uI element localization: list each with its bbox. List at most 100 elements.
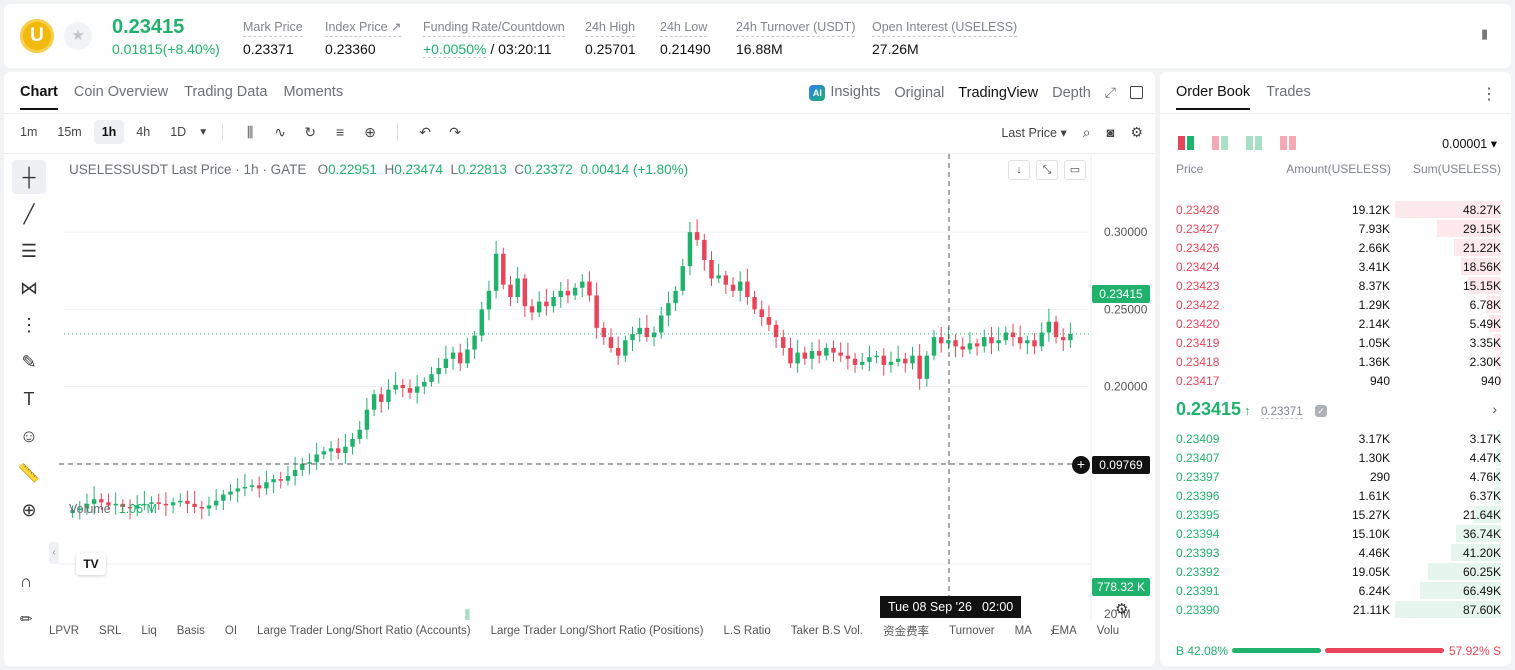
candle[interactable] [235,488,240,492]
candle[interactable] [881,355,886,365]
templates-icon[interactable]: ≡ [336,124,345,140]
volume-bar[interactable] [465,609,470,620]
book-icon[interactable]: ▮ [1481,26,1489,41]
candle[interactable] [946,340,951,344]
candle[interactable] [450,352,456,359]
candle[interactable] [694,232,700,240]
candle[interactable] [816,351,822,356]
candle[interactable] [666,303,671,316]
ask-row[interactable]: 0.23423 8.37K 15.15K [1160,276,1511,295]
candle[interactable] [860,361,865,365]
candle[interactable] [508,284,513,297]
candle[interactable] [163,503,169,506]
bid-row[interactable]: 0.23391 6.24K 66.49K [1160,581,1511,600]
candle[interactable] [730,284,736,291]
candle[interactable] [77,508,82,511]
indicator-item[interactable]: Large Trader Long/Short Ratio (Accounts) [257,625,471,637]
candle[interactable] [845,355,851,359]
candle[interactable] [386,389,391,402]
candle[interactable] [522,278,528,307]
candle[interactable] [1068,334,1073,341]
collapse-toolbar-icon[interactable]: ‹ [49,542,59,564]
bids-only-icon[interactable] [1246,136,1262,150]
candle[interactable] [242,486,248,489]
tab-moments[interactable]: Moments [283,84,344,100]
tab-order-book[interactable]: Order Book [1176,84,1251,110]
candle[interactable] [895,358,901,362]
redo-icon[interactable]: ↷ [449,123,461,140]
timeframe-dropdown-icon[interactable]: ▼ [198,126,209,138]
candle[interactable] [953,340,958,347]
candle[interactable] [587,281,592,296]
ask-row[interactable]: 0.23426 2.66K 21.22K [1160,238,1511,257]
ruler-icon[interactable]: 📏 [17,462,41,483]
candle[interactable] [371,394,377,410]
candle[interactable] [903,358,908,364]
indicators-icon[interactable]: ∿ [274,123,286,140]
candle[interactable] [328,448,334,452]
candle[interactable] [824,347,829,356]
ask-row[interactable]: 0.23419 1.05K 3.35K [1160,333,1511,352]
candle[interactable] [185,500,190,504]
candle[interactable] [608,337,614,348]
emoji-icon[interactable]: ☺ [19,425,39,446]
candle[interactable] [501,253,506,285]
ask-row[interactable]: 0.23424 3.41K 18.56K [1160,257,1511,276]
candle[interactable] [572,287,578,296]
camera-icon[interactable]: ◙ [1106,125,1115,140]
candle[interactable] [989,337,994,344]
candle[interactable] [472,335,477,350]
candle[interactable] [206,505,212,509]
tab-trades[interactable]: Trades [1266,84,1311,100]
price-type-select[interactable]: Last Price ▾ [1001,126,1067,140]
candle[interactable] [723,275,729,285]
candle[interactable] [745,281,750,297]
candle[interactable] [199,506,205,509]
candle[interactable] [716,275,721,279]
candle[interactable] [407,388,413,393]
candle[interactable] [314,454,319,463]
ask-row[interactable]: 0.23422 1.29K 6.78K [1160,295,1511,314]
candle[interactable] [795,352,800,364]
tab-trading-data[interactable]: Trading Data [184,84,268,100]
indicator-item[interactable]: OI [224,625,238,637]
candle[interactable] [465,349,470,364]
candle[interactable] [623,340,628,356]
candle[interactable] [967,343,973,350]
candle[interactable] [766,317,772,325]
candle[interactable] [1061,337,1066,341]
bid-row[interactable]: 0.23407 1.30K 4.47K [1160,448,1511,467]
candle[interactable] [264,482,269,489]
bid-row[interactable]: 0.23392 19.05K 60.25K [1160,562,1511,581]
timeframe-4h[interactable]: 4h [136,125,151,139]
candle[interactable] [831,347,836,353]
indicator-item[interactable]: 资金费率 [882,626,929,638]
candle[interactable] [687,232,693,267]
more-menu-icon[interactable]: ⋮ [1481,86,1497,103]
candle[interactable] [788,347,793,364]
candle[interactable] [221,494,226,501]
insights-button[interactable]: AI Insights [809,84,880,101]
candle[interactable] [615,347,621,356]
scroll-down-icon[interactable]: ↓ [1008,160,1030,180]
candle[interactable] [651,332,657,338]
candle[interactable] [709,259,714,279]
indicator-item[interactable]: Taker B.S Vol. [790,625,863,637]
undo-icon[interactable]: ↶ [419,123,431,140]
candle[interactable] [1032,340,1037,347]
candle[interactable] [809,351,815,359]
candle[interactable] [867,357,872,362]
candle[interactable] [565,290,571,296]
ask-row[interactable]: 0.23427 7.93K 29.15K [1160,219,1511,238]
candle[interactable] [422,381,427,387]
candle[interactable] [364,409,370,430]
add-order-plus-icon[interactable]: + [1072,456,1090,474]
candle[interactable] [84,503,90,509]
candle[interactable] [781,337,786,348]
refresh-icon[interactable]: ↻ [304,123,316,140]
pencil-icon[interactable]: ✏ [20,611,33,628]
candle[interactable] [1010,332,1016,338]
precision-select[interactable]: 0.00001 ▾ [1442,137,1497,151]
candle[interactable] [278,479,283,481]
